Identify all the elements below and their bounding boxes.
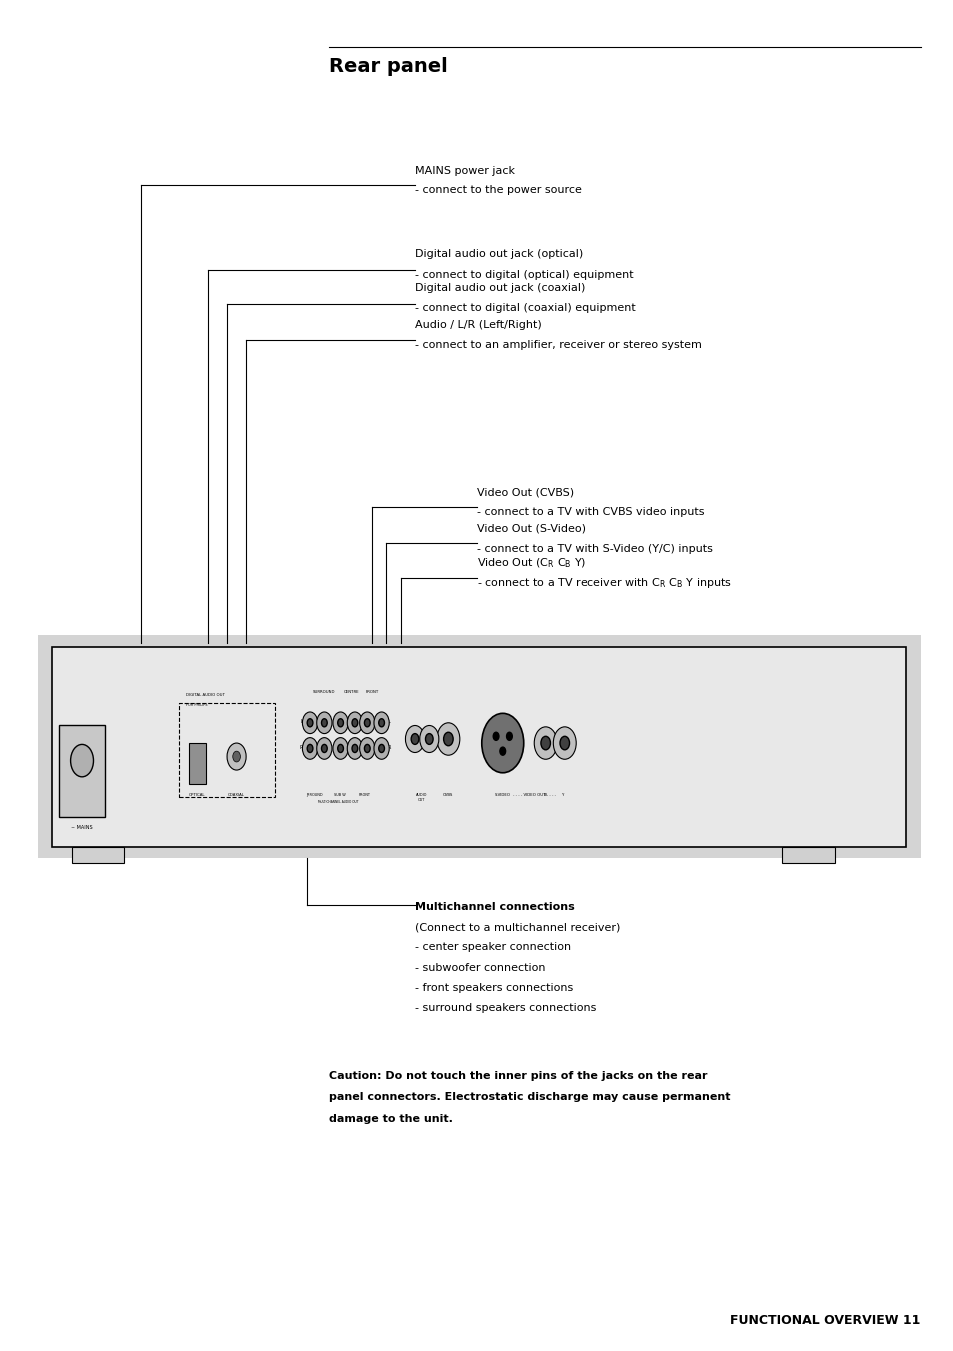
Circle shape	[493, 732, 498, 740]
Circle shape	[374, 712, 389, 734]
Text: Y: Y	[561, 793, 563, 797]
Text: - connect to a TV with S-Video (Y/C) inputs: - connect to a TV with S-Video (Y/C) inp…	[476, 544, 712, 554]
Text: ~: ~	[77, 754, 87, 765]
Circle shape	[316, 712, 332, 734]
Text: MAINS power jack: MAINS power jack	[415, 166, 515, 176]
Circle shape	[559, 736, 569, 750]
Text: L: L	[300, 719, 302, 724]
Text: FOR PHILIPS: FOR PHILIPS	[186, 703, 208, 707]
Text: FRONT: FRONT	[365, 690, 378, 694]
Circle shape	[307, 744, 313, 753]
Text: damage to the unit.: damage to the unit.	[329, 1115, 453, 1124]
Text: - subwoofer connection: - subwoofer connection	[415, 963, 545, 973]
Text: (Connect to a multichannel receiver): (Connect to a multichannel receiver)	[415, 923, 619, 932]
Circle shape	[333, 738, 348, 759]
Circle shape	[364, 719, 370, 727]
Text: FUNCTIONAL OVERVIEW 11: FUNCTIONAL OVERVIEW 11	[729, 1313, 920, 1327]
Circle shape	[337, 744, 343, 753]
Circle shape	[302, 712, 317, 734]
Circle shape	[352, 719, 357, 727]
Circle shape	[378, 719, 384, 727]
Circle shape	[307, 719, 313, 727]
Text: - connect to an amplifier, receiver or stereo system: - connect to an amplifier, receiver or s…	[415, 340, 701, 350]
Circle shape	[359, 712, 375, 734]
Text: R: R	[299, 744, 303, 750]
Circle shape	[443, 732, 453, 746]
Text: Digital audio out jack (optical): Digital audio out jack (optical)	[415, 250, 582, 259]
Circle shape	[352, 744, 357, 753]
Text: Rear panel: Rear panel	[329, 57, 447, 76]
Circle shape	[302, 738, 317, 759]
Text: Audio / L/R (Left/Right): Audio / L/R (Left/Right)	[415, 320, 541, 330]
Circle shape	[321, 744, 327, 753]
Bar	[38, 635, 920, 858]
Text: Video Out (S-Video): Video Out (S-Video)	[476, 524, 585, 534]
Text: - surround speakers connections: - surround speakers connections	[415, 1004, 596, 1013]
Text: DIGITAL AUDIO OUT: DIGITAL AUDIO OUT	[186, 693, 225, 697]
Circle shape	[419, 725, 438, 753]
Circle shape	[506, 732, 512, 740]
Text: - connect to digital (optical) equipment: - connect to digital (optical) equipment	[415, 270, 633, 280]
Circle shape	[337, 719, 343, 727]
Text: - connect to a TV receiver with C$_\mathregular{R}$ C$_\mathregular{B}$ Y inputs: - connect to a TV receiver with C$_\math…	[476, 577, 731, 590]
Bar	[52, 647, 905, 847]
Circle shape	[321, 719, 327, 727]
Circle shape	[71, 744, 93, 777]
Text: CVBS: CVBS	[443, 793, 453, 797]
Text: JRROUND: JRROUND	[306, 793, 323, 797]
Circle shape	[411, 734, 418, 744]
Text: ~ MAINS: ~ MAINS	[71, 825, 92, 831]
Text: panel connectors. Electrostatic discharge may cause permanent: panel connectors. Electrostatic discharg…	[329, 1093, 730, 1102]
Text: SURROUND: SURROUND	[313, 690, 335, 694]
Text: Video Out (CVBS): Video Out (CVBS)	[476, 488, 574, 497]
Circle shape	[436, 723, 459, 755]
Circle shape	[534, 727, 557, 759]
Bar	[781, 847, 834, 863]
Text: CENTRE: CENTRE	[343, 690, 358, 694]
Bar	[71, 847, 124, 863]
Text: L: L	[388, 719, 390, 724]
Text: AUDIO
OUT: AUDIO OUT	[416, 793, 427, 801]
Text: SUB W: SUB W	[334, 793, 345, 797]
Circle shape	[359, 738, 375, 759]
Circle shape	[499, 747, 505, 755]
Text: OPTICAL: OPTICAL	[189, 793, 206, 797]
Text: COAXIAL: COAXIAL	[228, 793, 245, 797]
Circle shape	[425, 734, 433, 744]
Bar	[179, 703, 274, 797]
Text: Caution: Do not touch the inner pins of the jacks on the rear: Caution: Do not touch the inner pins of …	[329, 1071, 707, 1081]
Text: Video Out (C$_\mathregular{R}$ C$_\mathregular{B}$ Y): Video Out (C$_\mathregular{R}$ C$_\mathr…	[476, 557, 586, 570]
Text: MULTICHANNEL AUDIO OUT: MULTICHANNEL AUDIO OUT	[318, 800, 358, 804]
Circle shape	[374, 738, 389, 759]
Circle shape	[233, 751, 240, 762]
Text: - connect to a TV with CVBS video inputs: - connect to a TV with CVBS video inputs	[476, 508, 703, 517]
Text: - connect to digital (coaxial) equipment: - connect to digital (coaxial) equipment	[415, 304, 635, 313]
Text: R: R	[387, 744, 391, 750]
Text: S-VIDEO: S-VIDEO	[495, 793, 510, 797]
Circle shape	[347, 712, 362, 734]
Text: - center speaker connection: - center speaker connection	[415, 943, 571, 952]
Circle shape	[405, 725, 424, 753]
Text: Digital audio out jack (coaxial): Digital audio out jack (coaxial)	[415, 284, 585, 293]
Circle shape	[481, 713, 523, 773]
Bar	[189, 743, 206, 784]
Circle shape	[333, 712, 348, 734]
Circle shape	[378, 744, 384, 753]
Text: FRONT: FRONT	[358, 793, 370, 797]
Text: CB: CB	[543, 793, 547, 797]
Text: Multichannel connections: Multichannel connections	[415, 902, 574, 912]
Circle shape	[316, 738, 332, 759]
Circle shape	[540, 736, 550, 750]
Circle shape	[364, 744, 370, 753]
Text: - - - - VIDEO OUT - - - -: - - - - VIDEO OUT - - - -	[512, 793, 556, 797]
Text: - connect to the power source: - connect to the power source	[415, 185, 581, 195]
Circle shape	[553, 727, 576, 759]
Circle shape	[347, 738, 362, 759]
Bar	[59, 725, 105, 817]
Text: - front speakers connections: - front speakers connections	[415, 984, 573, 993]
Circle shape	[227, 743, 246, 770]
